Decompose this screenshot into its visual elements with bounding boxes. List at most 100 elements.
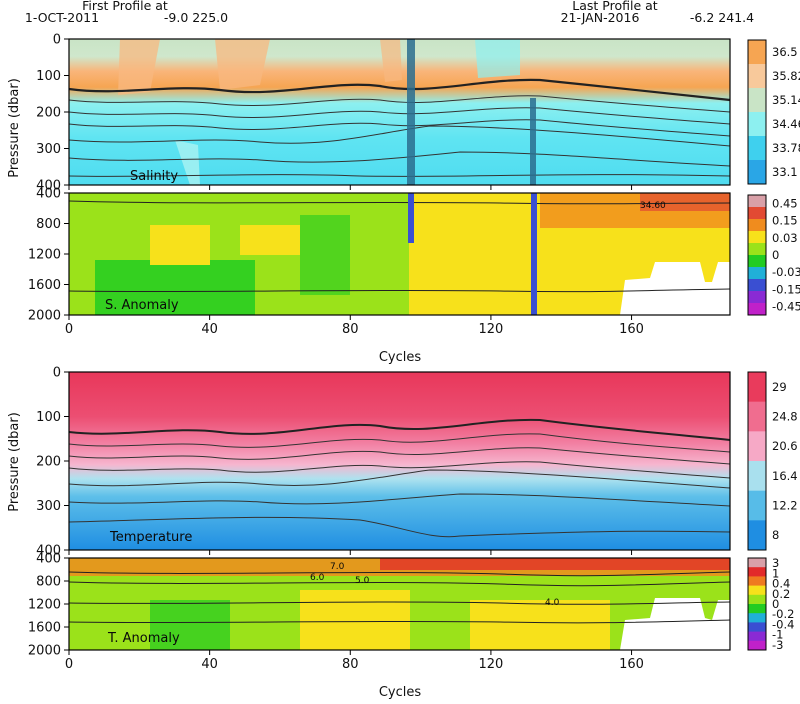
first-profile-coords: -9.0 225.0 [164, 10, 228, 25]
x-tick-label: 80 [342, 322, 359, 337]
colorbar-swatch [748, 112, 766, 137]
y-tick-label: 200 [36, 106, 61, 121]
y-tick-label: 100 [36, 410, 61, 425]
colorbar-swatch [748, 195, 766, 208]
t-anomaly-contour-label: 6.0 [310, 573, 325, 583]
colorbar-swatch [748, 136, 766, 161]
colorbar-swatch [748, 267, 766, 280]
colorbar-label: 0.03 [772, 231, 798, 245]
s-anomaly-panel-label: S. Anomaly [105, 298, 179, 313]
t-anomaly-panel-label: T. Anomaly [107, 631, 180, 646]
colorbar-swatch [748, 231, 766, 244]
colorbar-label: 24.8 [772, 410, 798, 424]
colorbar-label: 1 [772, 566, 779, 580]
y-tick-label: 1600 [28, 621, 61, 636]
colorbar-swatch [748, 64, 766, 89]
s-anomaly-contour-label: 34.60 [640, 201, 666, 211]
s-anomaly-region [300, 215, 350, 295]
colorbar-swatch [748, 558, 766, 568]
y-tick-label: 1600 [28, 278, 61, 293]
colorbar-swatch [748, 40, 766, 65]
colorbar-frame [747, 557, 767, 651]
salinity-contour-line [68, 107, 731, 125]
colorbar-label: 0.45 [772, 197, 798, 211]
temperature-y-axis-label: Pressure (dbar) [7, 412, 22, 512]
colorbar-frame [747, 39, 767, 185]
x-tick-label: 120 [479, 657, 504, 672]
t-anomaly-contour [68, 601, 731, 605]
t-anomaly-region [150, 600, 230, 650]
y-tick-label: 400 [36, 179, 61, 194]
salinity-contour-line [68, 95, 731, 113]
salinity-y-axis-label: Pressure (dbar) [7, 78, 22, 178]
colorbar-swatch [748, 160, 766, 185]
temperature-contour-line [68, 516, 731, 538]
x-tick-label: 40 [201, 322, 218, 337]
colorbar-label: 35.14 [772, 93, 800, 107]
colorbar-swatch [748, 88, 766, 113]
last-profile-date: 21-JAN-2016 [561, 10, 640, 25]
s-anomaly-no-data [620, 262, 730, 315]
colorbar-label: 35.82 [772, 69, 800, 83]
salinity-outlier-profile [407, 39, 415, 185]
colorbar-label: -0.2 [772, 607, 794, 621]
first-profile-date: 1-OCT-2011 [25, 10, 99, 25]
s-anomaly-region [95, 260, 255, 315]
colorbar-swatch [748, 303, 766, 316]
colorbar-swatch [748, 279, 766, 292]
colorbar-swatch [748, 490, 766, 521]
salinity-high-patch [69, 39, 270, 95]
y-tick-label: 100 [36, 69, 61, 84]
y-tick-label: 300 [36, 499, 61, 514]
t-anomaly-contour [68, 581, 731, 587]
x-tick-label: 160 [619, 657, 644, 672]
last-profile-title: Last Profile at [572, 0, 658, 13]
colorbar-swatch [748, 219, 766, 232]
colorbar-label: 0.4 [772, 577, 790, 591]
t-anomaly-no-data [620, 598, 730, 650]
colorbar-label: 16.4 [772, 469, 798, 483]
colorbar-label: 0 [772, 248, 779, 262]
colorbar-frame [747, 371, 767, 551]
last-profile-coords: -6.2 241.4 [690, 10, 754, 25]
salinity-fresh-patch [475, 39, 520, 78]
salinity-anomaly-panel: 34.60 S. Anomaly [68, 192, 731, 316]
s-anomaly-region [240, 225, 300, 255]
colorbar-swatch [748, 567, 766, 577]
x-tick-label: 160 [619, 322, 644, 337]
colorbar-label: -0.15 [772, 282, 800, 296]
temperature-contour-line [68, 461, 731, 479]
s-anomaly-outlier [531, 193, 537, 315]
colorbar-label: 34.46 [772, 117, 800, 131]
t-anomaly-contour-label: 5.0 [355, 576, 370, 586]
y-tick-label: 200 [36, 455, 61, 470]
t-anomaly-contour [68, 571, 731, 577]
salinity-halocline-contour [68, 78, 731, 102]
x-tick-label: 0 [65, 322, 73, 337]
colorbar-swatch [748, 576, 766, 587]
temperature-contour-line [68, 433, 731, 453]
t-anomaly-x-axis-label: Cycles [379, 685, 422, 700]
temperature-contour-line [68, 447, 731, 465]
y-tick-label: 0 [53, 366, 61, 381]
colorbar-swatch [748, 604, 766, 614]
salinity-contour-line [68, 174, 731, 177]
colorbar-swatch [748, 207, 766, 220]
s-anomaly-region [150, 225, 210, 265]
colorbar-label: -0.45 [772, 299, 800, 313]
s-anomaly-outlier [408, 193, 414, 243]
s-anomaly-contour [68, 200, 731, 205]
colorbar-label: 12.2 [772, 499, 798, 513]
temperature-thermocline-contour [68, 418, 731, 441]
colorbar-swatch [748, 594, 766, 605]
colorbar-label: 33.78 [772, 141, 800, 155]
colorbar-label: -1 [772, 628, 783, 642]
salinity-contour-line [68, 119, 731, 137]
colorbar-swatch [748, 461, 766, 492]
y-tick-label: 2000 [28, 309, 61, 324]
salinity-outlier-profile [530, 98, 536, 185]
y-tick-label: 400 [36, 552, 61, 567]
y-tick-label: 0 [53, 33, 61, 48]
